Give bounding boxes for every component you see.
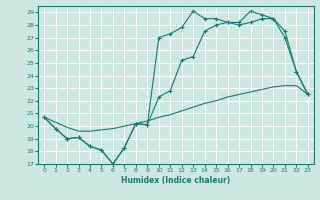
- X-axis label: Humidex (Indice chaleur): Humidex (Indice chaleur): [121, 176, 231, 185]
